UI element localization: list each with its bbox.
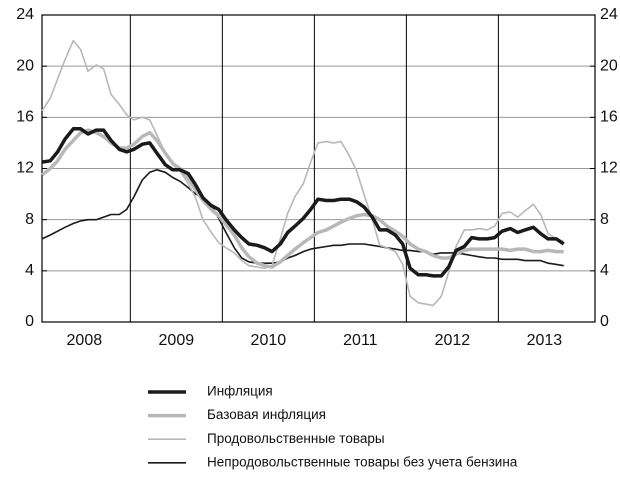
series-line [41,169,564,267]
x-tick-label: 2013 [527,332,563,349]
legend-label: Продовольственные товары [207,431,385,446]
y-tick-label: 24 [16,6,34,23]
y-tick-label: 16 [16,109,34,126]
x-tick-label: 2009 [159,332,195,349]
y2-tick-label: 8 [600,211,609,228]
series-line [41,127,565,278]
plot-frame [41,14,596,323]
y-tick-label: 0 [25,313,34,330]
y2-tick-label: 12 [600,160,618,177]
y-tick-label: 4 [25,262,34,279]
x-tick-label: 2010 [251,332,287,349]
legend-label: Инфляция [207,384,273,399]
series-line [40,128,564,269]
y2-tick-label: 24 [600,6,618,23]
legend-label: Непродовольственные товары без учета бен… [207,454,518,469]
y2-tick-label: 4 [600,262,609,279]
y2-tick-label: 0 [600,313,609,330]
x-tick-label: 2008 [67,332,103,349]
y2-tick-label: 16 [600,109,618,126]
legend-label: Базовая инфляция [207,407,326,422]
x-tick-label: 2011 [343,332,378,349]
y-tick-label: 8 [25,211,34,228]
series-line [41,39,564,307]
y-tick-label: 12 [16,160,34,177]
y-tick-label: 20 [16,57,34,74]
x-tick-label: 2012 [435,332,471,349]
y2-tick-label: 20 [600,57,618,74]
